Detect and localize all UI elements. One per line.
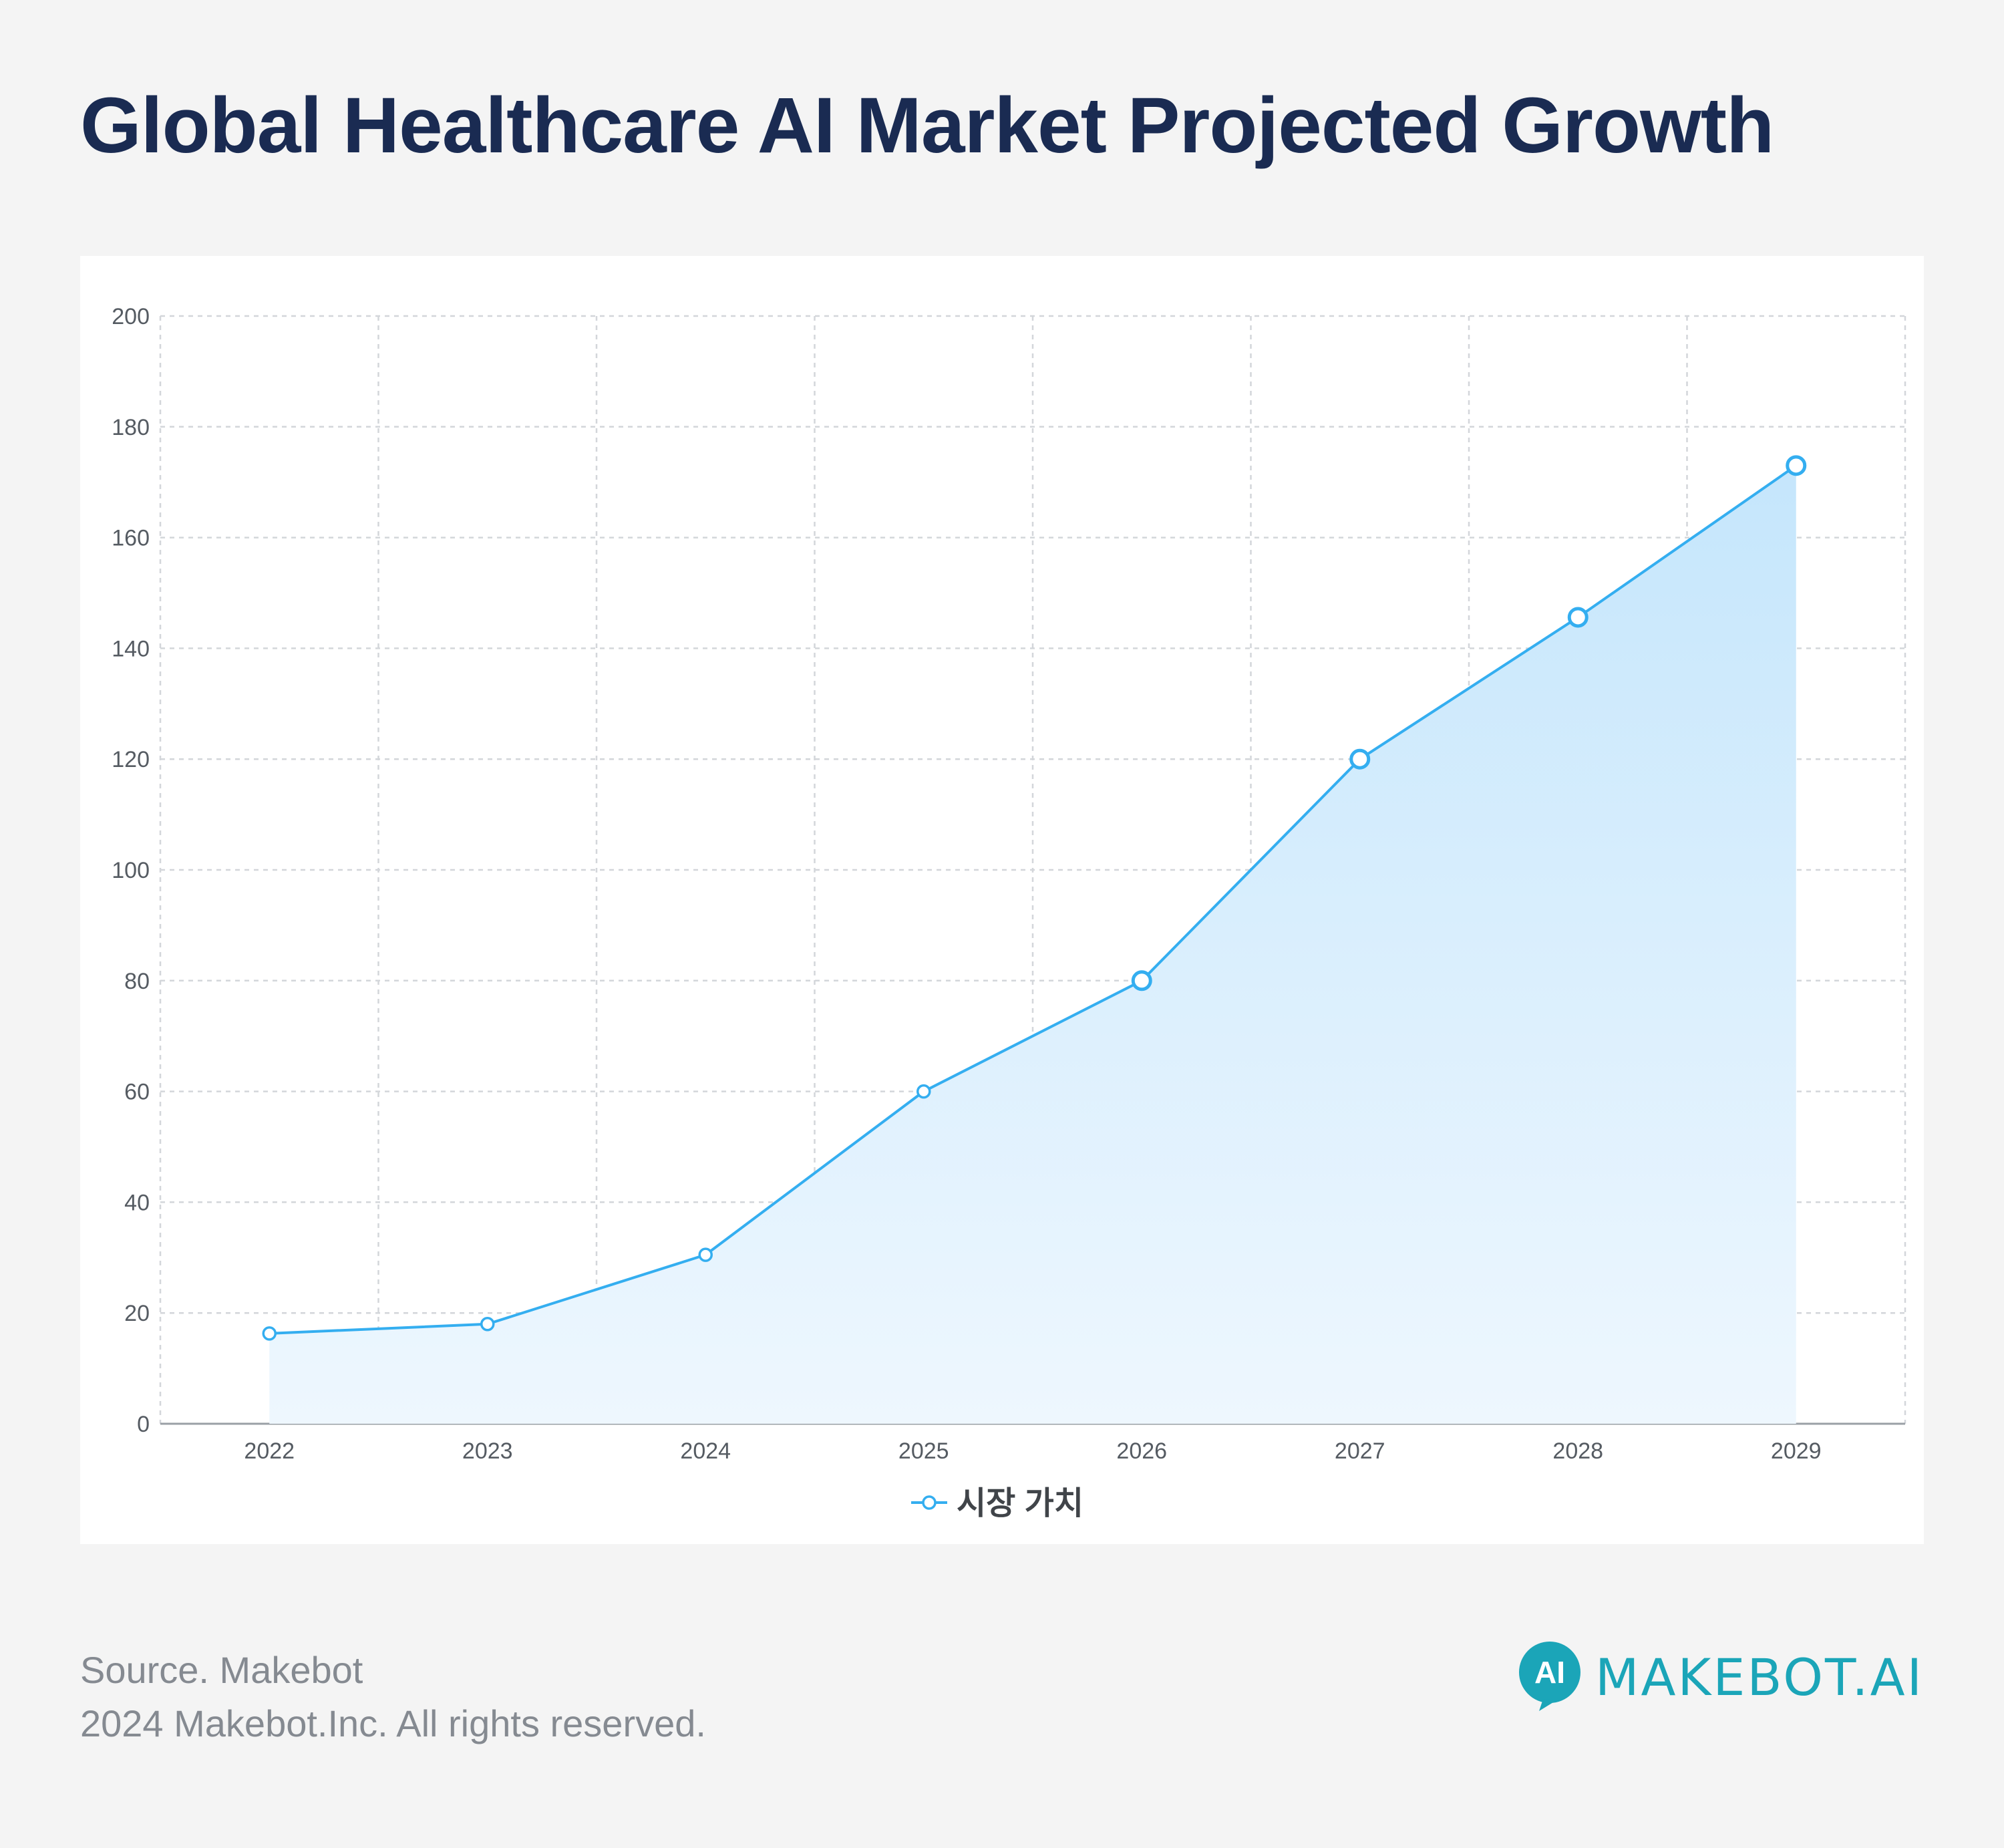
makebot-brand: AI MAKEBOT.AI	[1516, 1640, 1924, 1714]
series-line	[269, 464, 1797, 1335]
x-tick-label: 2028	[1552, 1438, 1603, 1464]
line-area-chart: 0 20 40 60 80 100 120 140 160 180 200 2022 2023 2024 2…	[112, 304, 1906, 1521]
data-point	[1349, 748, 1371, 770]
y-tick-label: 40	[124, 1190, 150, 1215]
y-tick-label: 100	[112, 858, 150, 883]
x-tick-label: 2029	[1771, 1438, 1822, 1464]
data-point	[1131, 970, 1152, 991]
page-title: Global Healthcare AI Market Projected Gr…	[80, 82, 1774, 170]
y-tick-label: 200	[112, 304, 150, 329]
x-tick-label: 2024	[680, 1438, 731, 1464]
data-point	[262, 1326, 277, 1341]
x-tick-label: 2027	[1335, 1438, 1385, 1464]
y-tick-label: 180	[112, 415, 150, 440]
copyright-text: 2024 Makebot.Inc. All rights reserved.	[80, 1702, 706, 1744]
series-area-fill	[269, 465, 1796, 1424]
logo-text: AI	[1534, 1655, 1565, 1690]
y-tick-label: 60	[124, 1080, 150, 1105]
data-point	[916, 1084, 931, 1099]
y-tick-label: 140	[112, 636, 150, 661]
chart-card: 0 20 40 60 80 100 120 140 160 180 200 2022 2023 2024 2…	[80, 256, 1924, 1544]
y-tick-label: 80	[124, 969, 150, 994]
data-point	[698, 1247, 713, 1262]
y-tick-label: 0	[137, 1412, 150, 1437]
brand-name: MAKEBOT.AI	[1595, 1647, 1924, 1707]
x-tick-label: 2023	[462, 1438, 513, 1464]
source-text: Source. Makebot	[80, 1649, 363, 1691]
y-tick-label: 160	[112, 526, 150, 551]
footer-credits: Source. Makebot 2024 Makebot.Inc. All ri…	[80, 1644, 706, 1750]
x-tick-label: 2026	[1116, 1438, 1167, 1464]
legend-label: 시장 가치	[957, 1486, 1083, 1521]
y-tick-label: 20	[124, 1301, 150, 1326]
data-point	[1567, 607, 1589, 628]
x-tick-label: 2022	[244, 1438, 295, 1464]
data-point	[480, 1317, 495, 1332]
legend-marker-icon	[922, 1495, 937, 1510]
makebot-logo-icon: AI	[1518, 1642, 1580, 1711]
data-point	[1786, 455, 1807, 476]
y-tick-label: 120	[112, 747, 150, 772]
x-tick-label: 2025	[898, 1438, 949, 1464]
